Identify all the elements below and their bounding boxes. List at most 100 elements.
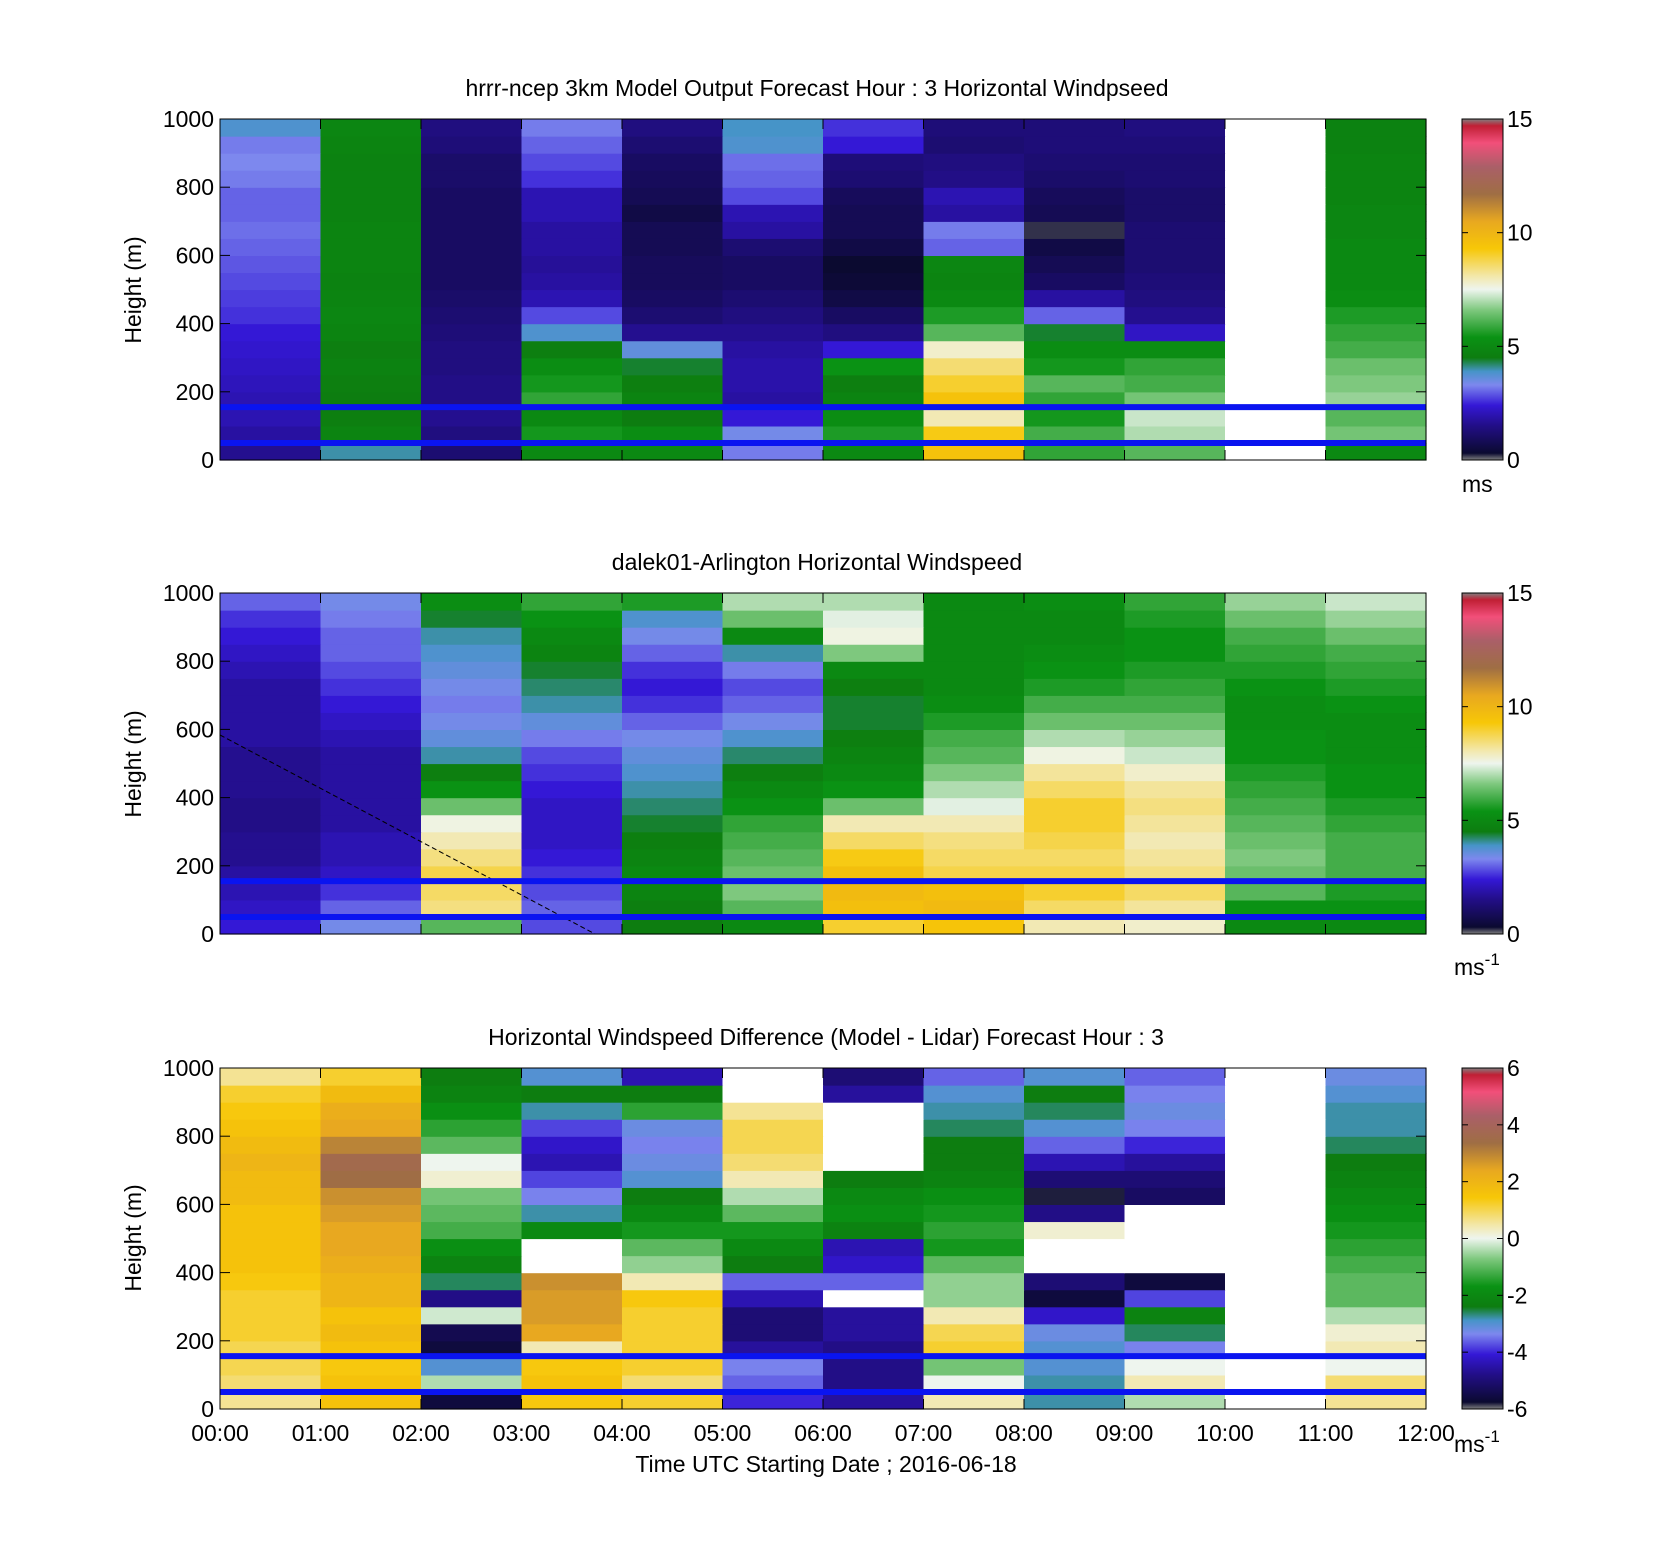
heatmap-cell xyxy=(622,170,724,188)
colorbar-tick-label: 10 xyxy=(1507,220,1533,246)
heatmap-cell xyxy=(923,340,1025,359)
heatmap-cell xyxy=(923,357,1025,376)
heatmap-cell xyxy=(1325,610,1427,628)
heatmap-cell xyxy=(220,272,322,291)
heatmap-cell xyxy=(421,729,523,748)
heatmap-cell xyxy=(320,1221,422,1240)
heatmap-cell xyxy=(1225,644,1327,662)
heatmap-cell xyxy=(923,323,1025,342)
y-tick-label: 600 xyxy=(176,242,214,268)
heatmap-cell xyxy=(1024,1238,1126,1257)
heatmap-cell xyxy=(823,1289,925,1308)
heatmap-cell xyxy=(622,1170,724,1188)
colorbar-unit: ms-1 xyxy=(1454,1427,1500,1457)
heatmap-cell xyxy=(220,1238,322,1257)
heatmap-cell xyxy=(1024,695,1126,713)
heatmap-cell xyxy=(823,916,925,935)
heatmap-cell xyxy=(1325,661,1427,679)
heatmap-cell xyxy=(722,340,824,359)
heatmap-cell xyxy=(622,814,724,833)
heatmap-cell xyxy=(823,661,925,679)
heatmap-cell xyxy=(220,153,322,171)
heatmap-model-output xyxy=(220,119,1427,461)
heatmap-cell xyxy=(1325,780,1427,799)
heatmap-cell xyxy=(1225,187,1327,205)
heatmap-cell xyxy=(220,1255,322,1274)
heatmap-cell xyxy=(1325,1306,1427,1325)
colorbar-ticks: -6 -4 -2 0 2 4 6 xyxy=(1462,1055,1528,1422)
heatmap-cell xyxy=(722,255,824,274)
heatmap-cell xyxy=(923,610,1025,628)
heatmap-cell xyxy=(622,831,724,850)
y-axis-label: Height (m) xyxy=(120,710,146,817)
heatmap-cell xyxy=(421,1187,523,1205)
heatmap-cell xyxy=(1325,1357,1427,1376)
y-axis-label: Height (m) xyxy=(120,1184,146,1291)
heatmap-cell xyxy=(823,797,925,816)
heatmap-cell xyxy=(1024,678,1126,696)
heatmap-cell xyxy=(1124,1391,1226,1410)
heatmap-cell xyxy=(923,1374,1025,1393)
heatmap-cell xyxy=(1325,746,1427,765)
heatmap-cell xyxy=(1325,255,1427,274)
heatmap-cell xyxy=(923,882,1025,901)
heatmap-cell xyxy=(622,1238,724,1257)
colorbar-unit: ms xyxy=(1462,471,1493,497)
heatmap-cell xyxy=(1024,1391,1126,1410)
x-tick-label: 02:00 xyxy=(392,1420,450,1446)
y-tick-label: 200 xyxy=(176,853,214,879)
heatmap-cell xyxy=(220,238,322,256)
heatmap-cell xyxy=(421,593,523,611)
heatmap-cell xyxy=(1024,899,1126,918)
heatmap-cell xyxy=(521,1272,623,1291)
heatmap-cell xyxy=(622,1306,724,1325)
heatmap-cell xyxy=(220,1170,322,1188)
heatmap-cell xyxy=(622,1323,724,1342)
heatmap-cell xyxy=(1124,255,1226,274)
x-tick-label: 00:00 xyxy=(191,1420,249,1446)
heatmap-cell xyxy=(1024,1102,1126,1120)
heatmap-cell xyxy=(320,1085,422,1103)
heatmap-cell xyxy=(220,425,322,444)
heatmap-cell xyxy=(1325,1238,1427,1257)
heatmap-cell xyxy=(1225,255,1327,274)
heatmap-cell xyxy=(923,780,1025,799)
heatmap-cell xyxy=(421,899,523,918)
heatmap-cell xyxy=(923,306,1025,325)
heatmap-cell xyxy=(521,882,623,901)
heatmap-cell xyxy=(923,1272,1025,1291)
heatmap-cell xyxy=(1325,729,1427,748)
heatmap-cell xyxy=(722,442,824,461)
heatmap-cell xyxy=(1124,627,1226,645)
heatmap-cell xyxy=(823,255,925,274)
heatmap-cell xyxy=(220,610,322,628)
heatmap-cell xyxy=(1225,1272,1327,1291)
heatmap-cell xyxy=(622,661,724,679)
heatmap-cell xyxy=(1124,593,1226,611)
heatmap-cell xyxy=(521,1136,623,1154)
heatmap-cell xyxy=(320,238,422,256)
heatmap-cell xyxy=(1124,1374,1226,1393)
colorbar-tick-label: 10 xyxy=(1507,694,1533,720)
heatmap-cell xyxy=(1225,119,1327,137)
heatmap-cell xyxy=(421,1221,523,1240)
heatmap-cell xyxy=(1225,780,1327,799)
heatmap-cell xyxy=(1325,306,1427,325)
heatmap-cell xyxy=(823,323,925,342)
heatmap-cell xyxy=(220,1357,322,1376)
heatmap-cell xyxy=(1024,1153,1126,1171)
heatmap-cell xyxy=(622,1153,724,1171)
heatmap-cell xyxy=(320,1272,422,1291)
heatmap-cell xyxy=(1325,1068,1427,1086)
heatmap-cell xyxy=(1225,238,1327,256)
heatmap-cell xyxy=(1225,1357,1327,1376)
heatmap-cell xyxy=(421,627,523,645)
heatmap-cell xyxy=(1024,255,1126,274)
heatmap-cell xyxy=(622,916,724,935)
heatmap-cell xyxy=(1024,610,1126,628)
heatmap-cell xyxy=(722,323,824,342)
heatmap-cell xyxy=(1325,374,1427,393)
heatmap-cell xyxy=(220,882,322,901)
heatmap-cell xyxy=(1024,729,1126,748)
heatmap-cell xyxy=(1225,1238,1327,1257)
